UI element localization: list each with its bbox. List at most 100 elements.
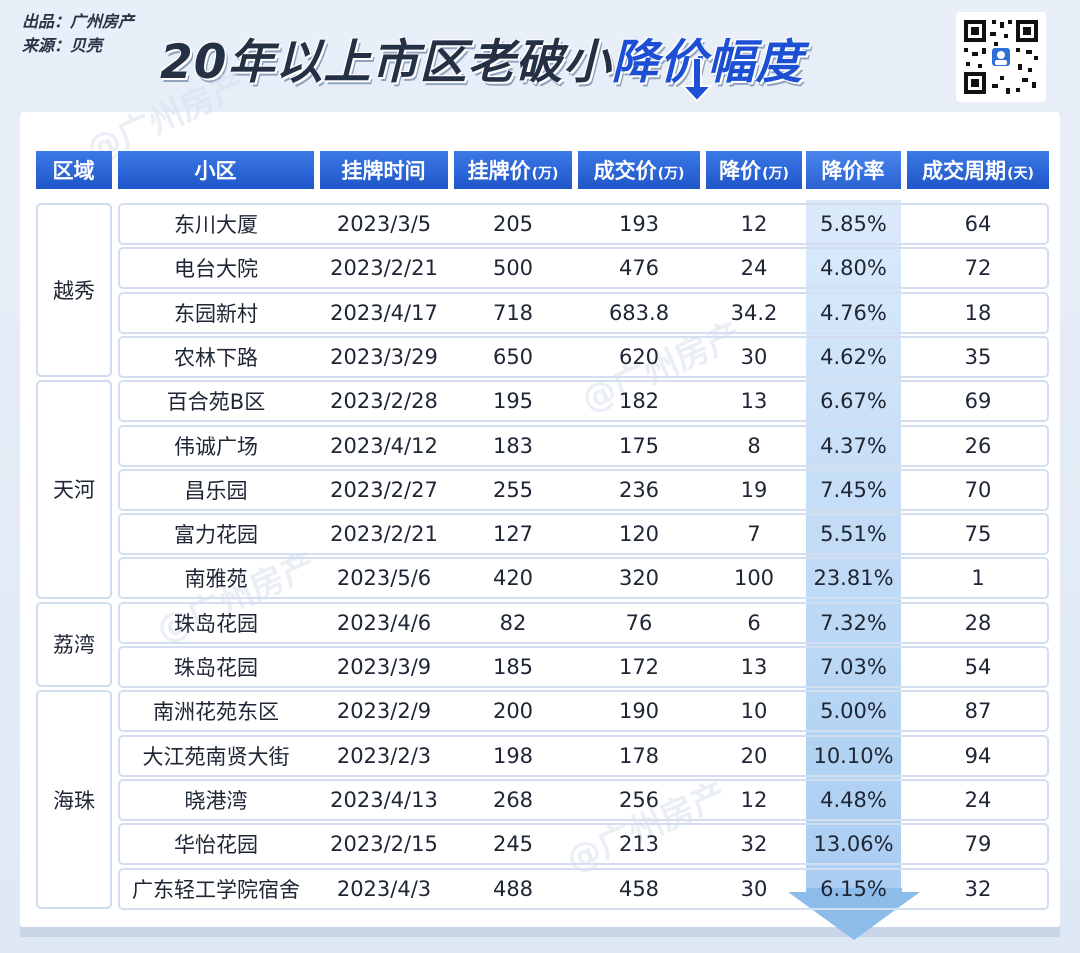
- cell-list: 718: [492, 300, 534, 325]
- cell-rate: 13.06%: [813, 832, 894, 857]
- cell-deal: 620: [618, 344, 660, 369]
- cell-date: 2023/2/9: [336, 699, 432, 724]
- cell-deal: 236: [618, 477, 660, 502]
- cell-cut: 32: [740, 832, 768, 857]
- cell-cut: 13: [740, 389, 768, 414]
- cell-date: 2023/4/13: [330, 787, 438, 812]
- cell-date: 2023/2/3: [336, 743, 432, 768]
- cell-rate: 5.00%: [820, 699, 887, 724]
- cell-rate: 6.15%: [820, 876, 887, 901]
- header-label: 小区: [194, 159, 237, 183]
- cell-list: 198: [492, 743, 534, 768]
- cell-date: 2023/3/29: [330, 344, 438, 369]
- qr-code-graphic: [962, 18, 1040, 96]
- cell-date: 2023/2/21: [330, 522, 438, 547]
- header-deal-price: 成交价 (万): [578, 151, 700, 189]
- cell-date: 2023/3/9: [336, 655, 432, 679]
- table-row: [118, 690, 1049, 733]
- cell-list: 82: [499, 610, 527, 635]
- header-community: 小区: [118, 151, 314, 189]
- cell-name: 晓港湾: [184, 788, 248, 813]
- cell-name: 昌乐园: [184, 478, 248, 503]
- cell-days: 64: [964, 212, 992, 236]
- cell-date: 2023/2/15: [330, 832, 438, 857]
- cell-cut: 19: [740, 477, 768, 502]
- cell-list: 183: [492, 433, 534, 458]
- cell-date: 2023/2/28: [330, 389, 438, 414]
- cell-date: 2023/3/5: [336, 212, 432, 236]
- cell-rate: 5.51%: [820, 522, 887, 547]
- cell-name: 广东轻工学院宿舍: [132, 877, 300, 902]
- cell-rate: 7.03%: [820, 655, 887, 679]
- cell-cut: 6: [747, 610, 761, 635]
- cell-deal: 193: [618, 212, 660, 236]
- credit-producer: 出品：广州房产: [22, 12, 135, 31]
- cell-list: 488: [492, 876, 534, 901]
- cell-list: 195: [492, 389, 534, 414]
- qr-code-icon[interactable]: [956, 12, 1046, 102]
- cell-days: 79: [964, 832, 992, 857]
- cell-cut: 34.2: [730, 300, 778, 325]
- cell-list: 200: [492, 699, 534, 724]
- cell-cut: 7: [747, 522, 761, 547]
- table-row: [118, 778, 1049, 821]
- cell-name: 珠岛花园: [174, 656, 258, 680]
- header-label: 成交周期: [922, 159, 1007, 183]
- down-arrow-icon: [680, 58, 714, 102]
- table-row: [118, 291, 1049, 334]
- credits: 出品：广州房产 来源：贝壳: [22, 10, 134, 58]
- cell-rate: 5.85%: [820, 212, 887, 236]
- cell-list: 650: [492, 344, 534, 369]
- cell-cut: 30: [740, 344, 768, 369]
- header-unit: (万): [762, 166, 789, 182]
- cell-date: 2023/4/12: [330, 433, 438, 458]
- cell-days: 87: [964, 699, 992, 724]
- cell-list: 185: [492, 655, 534, 679]
- cell-cut: 12: [740, 787, 768, 812]
- cell-days: 75: [964, 522, 992, 547]
- cell-cut: 100: [733, 566, 775, 591]
- table-row: [118, 646, 1049, 688]
- table-row: [118, 203, 1049, 245]
- cell-rate: 7.45%: [820, 477, 887, 502]
- cell-days: 26: [964, 433, 992, 458]
- cell-date: 2023/4/17: [330, 300, 438, 325]
- region-cell: 荔湾: [36, 601, 112, 688]
- title-accent: 降价幅度: [611, 34, 804, 90]
- cell-days: 94: [964, 743, 992, 768]
- cell-rate: 4.62%: [820, 344, 887, 369]
- cell-list: 268: [492, 787, 534, 812]
- card-bottom-bar: [20, 927, 1060, 937]
- header-label: 成交价: [593, 159, 657, 183]
- cell-days: 69: [964, 389, 992, 414]
- region-cell: 天河: [36, 380, 112, 599]
- cell-list: 420: [492, 566, 534, 591]
- cell-days: 35: [964, 344, 992, 369]
- cell-name: 富力花园: [174, 523, 258, 548]
- header-label: 降价: [719, 159, 762, 183]
- cell-deal: 172: [618, 655, 660, 679]
- cell-cut: 8: [747, 433, 761, 458]
- header-list-date: 挂牌时间: [320, 151, 448, 189]
- table-row: [118, 247, 1049, 290]
- cell-rate: 23.81%: [813, 566, 894, 591]
- cell-deal: 320: [618, 566, 660, 591]
- rate-column-highlight: [806, 200, 901, 892]
- cell-list: 245: [492, 832, 534, 857]
- header-unit: (天): [1007, 166, 1034, 182]
- down-arrow-icon: [788, 888, 920, 940]
- cell-deal: 182: [618, 389, 660, 414]
- header-cut-rate: 降价率: [806, 151, 901, 189]
- header-label: 区域: [52, 159, 95, 183]
- region-cell: 越秀: [36, 203, 112, 378]
- credit-source: 来源：贝壳: [22, 36, 103, 55]
- page-title: 20年以上市区老破小 降价幅度: [160, 22, 803, 92]
- cell-date: 2023/5/6: [336, 566, 432, 591]
- cell-days: 24: [964, 787, 992, 812]
- cell-cut: 30: [740, 876, 768, 901]
- header-unit: (万): [657, 166, 685, 182]
- cell-list: 127: [492, 522, 534, 547]
- cell-date: 2023/4/6: [336, 610, 432, 635]
- cell-deal: 458: [618, 876, 660, 901]
- cell-name: 伟诚广场: [174, 434, 258, 459]
